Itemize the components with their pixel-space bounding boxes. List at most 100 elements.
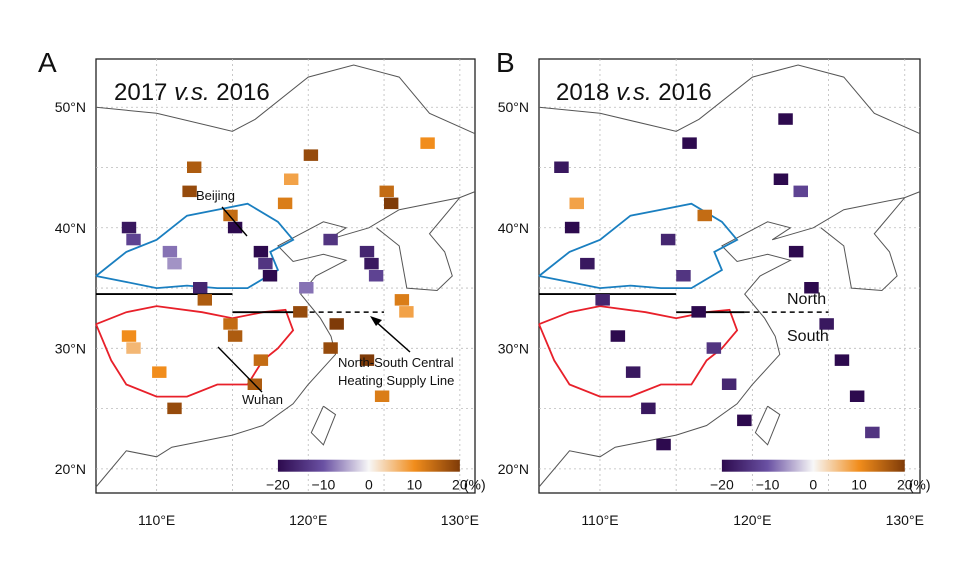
colorbar xyxy=(721,459,905,472)
data-cell xyxy=(384,197,399,210)
data-cell xyxy=(277,197,293,210)
cells-b xyxy=(554,113,880,451)
data-cell xyxy=(126,233,141,246)
data-cell xyxy=(660,233,676,246)
data-cell xyxy=(152,366,167,378)
colorbar-tick-label: 20 xyxy=(452,477,468,493)
data-cell xyxy=(595,294,610,306)
colorbar-tick-label: 10 xyxy=(407,477,423,493)
x-tick-label: 120°E xyxy=(733,512,771,528)
data-cell xyxy=(721,378,737,390)
data-cell xyxy=(788,245,804,258)
data-cell xyxy=(564,221,580,234)
coastline xyxy=(538,191,921,488)
data-cell xyxy=(610,330,626,342)
colorbar-tick-label: 0 xyxy=(365,477,373,493)
data-cell xyxy=(580,257,595,270)
data-cell xyxy=(293,306,308,318)
colorbar-tick-label: −10 xyxy=(756,477,780,493)
x-tick-label: 110°E xyxy=(138,512,175,528)
data-cell xyxy=(682,137,697,149)
data-cell xyxy=(126,342,141,354)
south-region-outline xyxy=(95,305,295,398)
data-cell xyxy=(167,257,182,270)
arrow-head-icon xyxy=(370,316,382,326)
national-border xyxy=(538,64,921,135)
x-tick-label: 130°E xyxy=(886,512,924,528)
data-cell xyxy=(162,245,178,258)
panel-a-letter: A xyxy=(38,47,57,78)
data-cell xyxy=(849,390,865,402)
line-label-2: Heating Supply Line xyxy=(338,373,454,388)
data-cell xyxy=(258,257,273,270)
data-cell xyxy=(394,294,410,306)
map-frame-b xyxy=(538,58,921,494)
national-border xyxy=(95,64,476,135)
map-frame-a xyxy=(95,58,476,494)
data-cell xyxy=(569,197,584,210)
data-cell xyxy=(399,306,414,318)
data-cell xyxy=(656,438,671,451)
taiwan-outline xyxy=(310,405,337,446)
data-cell xyxy=(374,390,390,402)
data-cell xyxy=(834,354,850,366)
data-cell xyxy=(625,366,641,378)
arrow-shaft xyxy=(373,319,411,353)
y-tick-label: 40°N xyxy=(55,220,86,236)
data-cell xyxy=(364,257,379,270)
data-cell xyxy=(368,270,384,282)
data-cell xyxy=(773,173,789,185)
data-cell xyxy=(706,342,722,354)
data-cell xyxy=(804,282,819,294)
panel-b: B 2018 v.s. 2016 North South 110°E 120°E 1… xyxy=(496,47,931,528)
colorbar xyxy=(277,459,460,472)
north-label: North xyxy=(787,291,826,308)
beijing-leader xyxy=(221,206,248,237)
data-cell xyxy=(676,270,691,282)
data-cell xyxy=(227,221,243,234)
colorbar-tick-label: 0 xyxy=(809,477,817,493)
data-cell xyxy=(284,173,299,185)
panel-b-letter: B xyxy=(496,47,515,78)
coastline-b xyxy=(538,64,921,488)
data-cell xyxy=(359,354,375,366)
x-tick-label: 130°E xyxy=(441,512,479,528)
data-cell xyxy=(697,209,712,222)
south-label: South xyxy=(787,328,829,345)
colorbar-tick-label: 10 xyxy=(851,477,867,493)
data-cell xyxy=(121,330,137,342)
colorbar-tick-label: −20 xyxy=(710,477,734,493)
data-cell xyxy=(379,185,394,198)
y-tick-label: 50°N xyxy=(55,99,86,115)
data-cell xyxy=(193,282,208,294)
y-tick-label: 20°N xyxy=(55,461,86,477)
data-cell xyxy=(167,402,182,415)
data-cell xyxy=(865,426,880,439)
data-cell xyxy=(641,402,656,415)
data-cell xyxy=(223,209,238,222)
panel-b-title: 2018 v.s. 2016 xyxy=(556,79,712,106)
korea-outline xyxy=(376,197,461,292)
korea-outline xyxy=(820,197,906,292)
x-tick-label: 110°E xyxy=(581,512,618,528)
data-cell xyxy=(554,161,569,173)
x-tick-label: 120°E xyxy=(289,512,327,528)
y-tick-label: 30°N xyxy=(55,340,86,356)
data-cell xyxy=(299,282,314,294)
data-cell xyxy=(819,318,834,330)
data-cell xyxy=(303,149,319,161)
data-cell xyxy=(778,113,793,125)
panel-a: A 2017 v.s. 2016 Beijing Wuhan North-Sou… xyxy=(38,47,486,528)
wuhan-label: Wuhan xyxy=(242,392,283,407)
colorbar-tick-label: 20 xyxy=(897,477,913,493)
data-cell xyxy=(187,161,202,173)
data-cell xyxy=(223,318,238,330)
y-tick-label: 50°N xyxy=(498,99,529,115)
data-cell xyxy=(793,185,808,198)
data-cell xyxy=(197,294,212,306)
line-label-1: North-South Central xyxy=(338,355,454,370)
wuhan-leader xyxy=(217,346,263,393)
data-cell xyxy=(262,270,278,282)
data-cell xyxy=(323,233,338,246)
